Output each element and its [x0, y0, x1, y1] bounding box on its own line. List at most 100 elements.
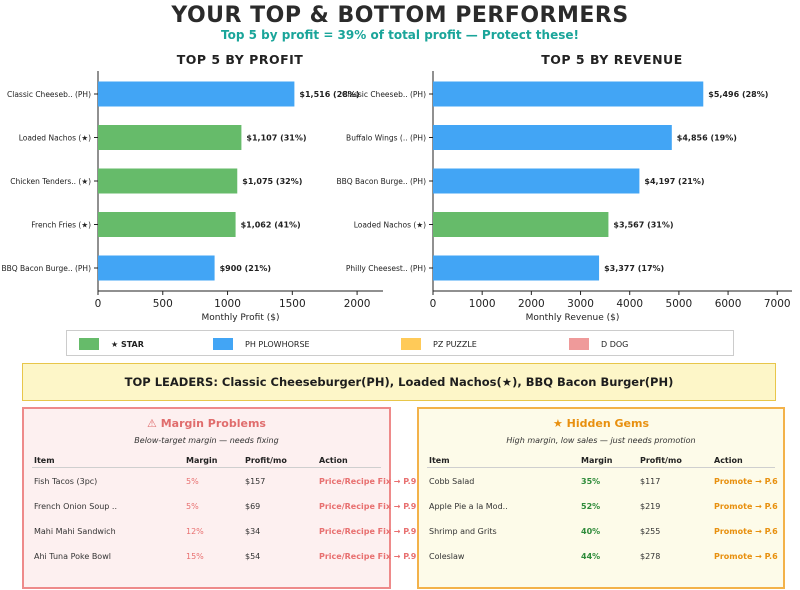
x-tick-label: 1000	[469, 298, 496, 310]
cell-item: Shrimp and Grits	[429, 527, 497, 536]
legend-label-plowhorse: PH PLOWHORSE	[245, 339, 310, 349]
hidden-gems-table-header: Item Margin Profit/mo Action	[427, 455, 775, 468]
y-tick-label: Chicken Tenders.. (★)	[10, 177, 91, 186]
table-row: Apple Pie a la Mod.. 52% $219 Promote → …	[427, 501, 778, 515]
header-item: Item	[34, 456, 55, 465]
cell-profit: $69	[245, 502, 261, 511]
cell-margin: 5%	[186, 477, 199, 486]
y-tick-label: Classic Cheeseb.. (PH)	[7, 90, 91, 99]
bar	[98, 255, 215, 281]
x-tick-label: 0	[430, 298, 437, 310]
y-tick-label: BBQ Bacon Burge.. (PH)	[336, 177, 426, 186]
y-tick-label: Loaded Nachos (★)	[19, 134, 91, 143]
cell-action[interactable]: Price/Recipe Fix → P.9	[319, 502, 417, 511]
bar	[433, 255, 600, 281]
margin-problems-panel: ⚠ Margin Problems Below-target margin — …	[22, 407, 416, 589]
legend-swatch-plowhorse	[213, 338, 233, 350]
margin-problems-table-header: Item Margin Profit/mo Action	[32, 455, 381, 468]
chart-title: TOP 5 BY REVENUE	[541, 52, 683, 67]
bar	[98, 212, 236, 237]
cell-action[interactable]: Promote → P.6	[714, 552, 778, 561]
page-title: YOUR TOP & BOTTOM PERFORMERS	[171, 3, 629, 28]
bar	[98, 125, 242, 150]
cell-profit: $54	[245, 552, 261, 561]
cell-profit: $117	[640, 477, 661, 486]
x-tick-label: 2000	[344, 298, 371, 310]
header-item: Item	[429, 456, 450, 465]
y-tick-label: Classic Cheeseb.. (PH)	[342, 90, 426, 99]
bar	[433, 212, 609, 237]
cell-profit: $278	[640, 552, 661, 561]
x-tick-label: 4000	[616, 298, 643, 310]
hidden-gems-title: ★ Hidden Gems	[552, 417, 650, 430]
legend-label-puzzle: PZ PUZZLE	[433, 339, 477, 349]
x-tick-label: 1500	[279, 298, 306, 310]
x-tick-label: 5000	[666, 298, 693, 310]
data-label: $3,377 (17%)	[604, 264, 664, 273]
header-profit: Profit/mo	[640, 456, 682, 465]
x-tick-label: 0	[95, 298, 102, 310]
y-tick-label: BBQ Bacon Burge.. (PH)	[1, 264, 91, 273]
bar	[433, 125, 672, 150]
data-label: $1,062 (41%)	[241, 221, 301, 230]
cell-margin: 12%	[186, 527, 204, 536]
cell-action[interactable]: Price/Recipe Fix → P.9	[319, 477, 417, 486]
y-tick-label: French Fries (★)	[31, 221, 91, 230]
header-margin: Margin	[581, 456, 613, 465]
bar	[98, 81, 295, 107]
legend-swatch-star	[79, 338, 99, 350]
hidden-gems-subtitle: High margin, low sales — just needs prom…	[506, 436, 696, 445]
cell-margin: 44%	[581, 552, 601, 561]
cell-action[interactable]: Promote → P.6	[714, 477, 778, 486]
chart-legend: ★ STAR PH PLOWHORSE PZ PUZZLE D DOG	[66, 330, 734, 356]
cell-margin: 40%	[581, 527, 601, 536]
data-label: $3,567 (31%)	[613, 221, 673, 230]
cell-action[interactable]: Price/Recipe Fix → P.9	[319, 552, 417, 561]
legend-label-dog: D DOG	[601, 339, 629, 349]
cell-margin: 52%	[581, 502, 601, 511]
cell-item: Apple Pie a la Mod..	[429, 502, 508, 511]
x-axis-label: Monthly Profit ($)	[202, 313, 280, 323]
y-tick-label: Philly Cheesest.. (PH)	[346, 264, 426, 273]
x-tick-label: 500	[153, 298, 173, 310]
cell-action[interactable]: Promote → P.6	[714, 527, 778, 536]
page-subtitle: Top 5 by profit = 39% of total profit — …	[221, 28, 579, 42]
data-label: $4,856 (19%)	[677, 134, 737, 143]
cell-item: French Onion Soup ..	[34, 502, 117, 511]
cell-profit: $255	[640, 527, 661, 536]
cell-margin: 15%	[186, 552, 204, 561]
legend-item-plowhorse: PH PLOWHORSE	[213, 337, 310, 351]
header-profit: Profit/mo	[245, 456, 287, 465]
bar	[98, 168, 238, 194]
data-label: $5,496 (28%)	[708, 90, 768, 99]
cell-profit: $219	[640, 502, 661, 511]
table-row: Mahi Mahi Sandwich 12% $34 Price/Recipe …	[32, 526, 416, 540]
margin-problems-title: ⚠ Margin Problems	[147, 417, 266, 430]
top-leaders-banner: TOP LEADERS: Classic Cheeseburger(PH), L…	[22, 363, 776, 401]
cell-item: Cobb Salad	[429, 477, 475, 486]
cell-action[interactable]: Price/Recipe Fix → P.9	[319, 527, 417, 536]
hidden-gems-panel: ★ Hidden Gems High margin, low sales — j…	[417, 407, 785, 589]
legend-swatch-dog	[569, 338, 589, 350]
data-label: $1,107 (31%)	[246, 134, 306, 143]
legend-item-dog: D DOG	[569, 337, 628, 351]
chart-title: TOP 5 BY PROFIT	[177, 52, 304, 67]
cell-margin: 5%	[186, 502, 199, 511]
table-row: Ahi Tuna Poke Bowl 15% $54 Price/Recipe …	[32, 551, 416, 565]
table-row: Fish Tacos (3pc) 5% $157 Price/Recipe Fi…	[32, 476, 416, 490]
table-row: Coleslaw 44% $278 Promote → P.6	[427, 551, 778, 565]
x-tick-label: 2000	[518, 298, 545, 310]
cell-profit: $34	[245, 527, 261, 536]
table-row: Cobb Salad 35% $117 Promote → P.6	[427, 476, 778, 490]
x-tick-label: 7000	[764, 298, 791, 310]
header-margin: Margin	[186, 456, 218, 465]
bar	[433, 81, 704, 107]
cell-margin: 35%	[581, 477, 601, 486]
cell-action[interactable]: Promote → P.6	[714, 502, 778, 511]
charts-canvas: TOP 5 BY PROFIT$1,516 (28%)Classic Chees…	[1, 52, 792, 323]
legend-item-puzzle: PZ PUZZLE	[401, 337, 477, 351]
margin-problems-subtitle: Below-target margin — needs fixing	[134, 436, 279, 445]
cell-item: Ahi Tuna Poke Bowl	[34, 552, 111, 561]
cell-item: Mahi Mahi Sandwich	[34, 527, 116, 536]
data-label: $1,075 (32%)	[242, 177, 302, 186]
